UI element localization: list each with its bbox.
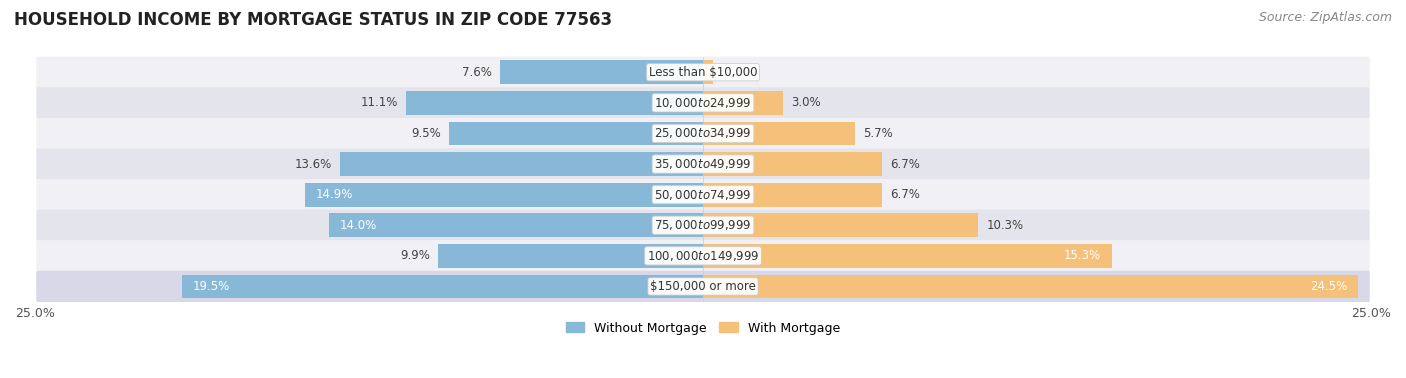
Text: $100,000 to $149,999: $100,000 to $149,999: [647, 249, 759, 263]
Bar: [703, 152, 882, 176]
Text: Source: ZipAtlas.com: Source: ZipAtlas.com: [1258, 11, 1392, 24]
Bar: [703, 213, 979, 237]
FancyBboxPatch shape: [37, 240, 1369, 271]
Text: 5.7%: 5.7%: [863, 127, 893, 140]
FancyBboxPatch shape: [37, 149, 1369, 180]
Text: 0.38%: 0.38%: [721, 66, 758, 79]
Text: 3.0%: 3.0%: [792, 96, 821, 109]
Bar: [305, 183, 703, 206]
Text: Less than $10,000: Less than $10,000: [648, 66, 758, 79]
Text: $25,000 to $34,999: $25,000 to $34,999: [654, 127, 752, 141]
Text: 9.5%: 9.5%: [412, 127, 441, 140]
Text: $50,000 to $74,999: $50,000 to $74,999: [654, 187, 752, 201]
FancyBboxPatch shape: [37, 179, 1369, 210]
Text: 9.9%: 9.9%: [401, 249, 430, 262]
Bar: [181, 274, 703, 298]
Bar: [703, 91, 783, 115]
Text: 6.7%: 6.7%: [890, 158, 920, 170]
FancyBboxPatch shape: [37, 271, 1369, 302]
Text: $35,000 to $49,999: $35,000 to $49,999: [654, 157, 752, 171]
FancyBboxPatch shape: [37, 57, 1369, 88]
Text: 6.7%: 6.7%: [890, 188, 920, 201]
Bar: [703, 274, 1358, 298]
FancyBboxPatch shape: [37, 118, 1369, 149]
Legend: Without Mortgage, With Mortgage: Without Mortgage, With Mortgage: [561, 316, 845, 339]
Text: 11.1%: 11.1%: [361, 96, 398, 109]
Text: 7.6%: 7.6%: [463, 66, 492, 79]
Text: 14.9%: 14.9%: [315, 188, 353, 201]
FancyBboxPatch shape: [37, 210, 1369, 241]
Bar: [703, 183, 882, 206]
Bar: [703, 244, 1112, 268]
Text: HOUSEHOLD INCOME BY MORTGAGE STATUS IN ZIP CODE 77563: HOUSEHOLD INCOME BY MORTGAGE STATUS IN Z…: [14, 11, 612, 29]
Bar: [501, 60, 703, 84]
Text: 10.3%: 10.3%: [986, 219, 1024, 232]
Text: $10,000 to $24,999: $10,000 to $24,999: [654, 96, 752, 110]
Bar: [449, 121, 703, 146]
Bar: [329, 213, 703, 237]
Bar: [703, 121, 855, 146]
Text: 19.5%: 19.5%: [193, 280, 229, 293]
Bar: [703, 60, 713, 84]
Text: 15.3%: 15.3%: [1064, 249, 1101, 262]
Bar: [406, 91, 703, 115]
Text: 24.5%: 24.5%: [1310, 280, 1347, 293]
Bar: [340, 152, 703, 176]
Text: $75,000 to $99,999: $75,000 to $99,999: [654, 218, 752, 232]
Text: 13.6%: 13.6%: [294, 158, 332, 170]
FancyBboxPatch shape: [37, 87, 1369, 118]
Text: $150,000 or more: $150,000 or more: [650, 280, 756, 293]
Text: 14.0%: 14.0%: [340, 219, 377, 232]
Bar: [439, 244, 703, 268]
